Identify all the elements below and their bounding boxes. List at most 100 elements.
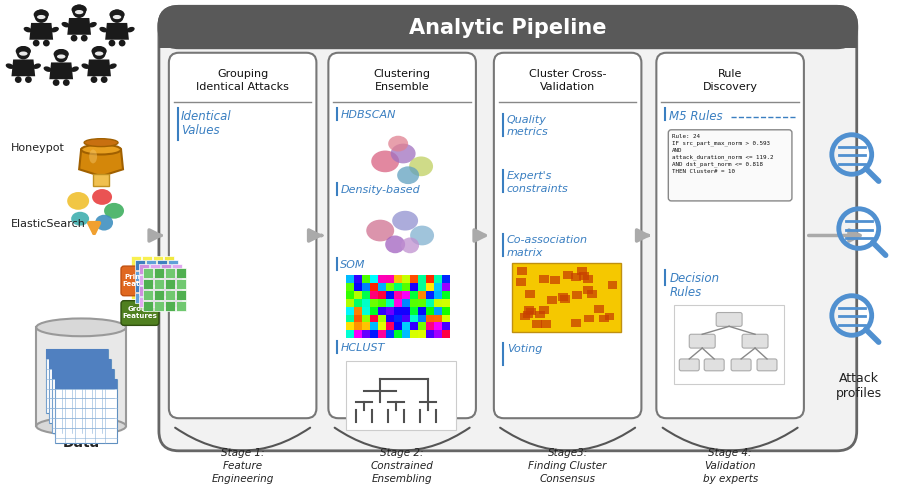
Bar: [146, 293, 156, 302]
Bar: [157, 293, 167, 302]
Bar: [346, 283, 354, 291]
Bar: [354, 314, 362, 322]
Bar: [370, 275, 379, 283]
Bar: [47, 349, 108, 413]
Bar: [562, 271, 572, 279]
Ellipse shape: [75, 10, 83, 14]
Bar: [379, 298, 387, 306]
FancyBboxPatch shape: [704, 359, 724, 371]
Bar: [168, 293, 178, 302]
Bar: [434, 322, 442, 330]
Bar: [426, 275, 434, 283]
Bar: [410, 330, 418, 338]
Bar: [135, 260, 145, 270]
Bar: [354, 291, 362, 298]
Bar: [379, 330, 387, 338]
Bar: [418, 275, 426, 283]
Text: HCLUST: HCLUST: [340, 343, 385, 353]
Ellipse shape: [397, 166, 419, 184]
Bar: [150, 286, 160, 296]
Bar: [146, 260, 156, 270]
Text: Stage3:
Finding Cluster
Consensus: Stage3: Finding Cluster Consensus: [528, 448, 606, 484]
Bar: [346, 322, 354, 330]
Text: Cluster Cross-
Validation: Cluster Cross- Validation: [529, 69, 606, 92]
Ellipse shape: [53, 79, 59, 86]
Ellipse shape: [89, 22, 97, 27]
Bar: [526, 307, 536, 315]
Bar: [442, 322, 450, 330]
Ellipse shape: [54, 49, 69, 59]
Ellipse shape: [15, 46, 31, 56]
Bar: [142, 278, 152, 288]
Bar: [402, 314, 410, 322]
Ellipse shape: [36, 417, 126, 435]
Bar: [142, 289, 152, 298]
Bar: [426, 283, 434, 291]
Bar: [150, 297, 160, 306]
Bar: [442, 314, 450, 322]
Ellipse shape: [392, 211, 418, 231]
Bar: [387, 314, 394, 322]
FancyBboxPatch shape: [689, 334, 715, 348]
Bar: [434, 283, 442, 291]
Bar: [362, 283, 370, 291]
Ellipse shape: [81, 145, 121, 154]
Bar: [402, 330, 410, 338]
Bar: [135, 293, 145, 302]
Ellipse shape: [104, 203, 124, 219]
Bar: [362, 298, 370, 306]
Bar: [131, 256, 141, 266]
Text: SOM: SOM: [340, 260, 366, 270]
Ellipse shape: [91, 46, 107, 56]
Bar: [135, 271, 145, 281]
Bar: [519, 312, 530, 320]
Ellipse shape: [388, 136, 408, 151]
Bar: [394, 306, 402, 314]
Ellipse shape: [91, 76, 98, 83]
Bar: [410, 306, 418, 314]
Ellipse shape: [118, 40, 126, 47]
Ellipse shape: [81, 35, 88, 42]
Ellipse shape: [36, 318, 126, 336]
Polygon shape: [87, 59, 111, 76]
Bar: [362, 322, 370, 330]
Bar: [426, 306, 434, 314]
Bar: [346, 330, 354, 338]
Bar: [370, 322, 379, 330]
FancyBboxPatch shape: [494, 53, 641, 418]
Bar: [142, 267, 152, 277]
Bar: [410, 275, 418, 283]
Bar: [157, 260, 167, 270]
Bar: [387, 306, 394, 314]
Bar: [418, 283, 426, 291]
Ellipse shape: [71, 66, 79, 72]
Bar: [418, 322, 426, 330]
Bar: [52, 369, 114, 379]
Bar: [402, 291, 410, 298]
Bar: [434, 314, 442, 322]
Circle shape: [34, 9, 48, 23]
Bar: [418, 306, 426, 314]
Bar: [410, 322, 418, 330]
Ellipse shape: [366, 220, 394, 242]
Bar: [410, 314, 418, 322]
Bar: [142, 256, 152, 266]
Bar: [143, 290, 152, 299]
Bar: [164, 278, 174, 288]
Bar: [394, 330, 402, 338]
FancyBboxPatch shape: [657, 53, 804, 418]
Bar: [402, 322, 410, 330]
Bar: [418, 298, 426, 306]
Ellipse shape: [391, 144, 415, 163]
Ellipse shape: [371, 150, 399, 172]
Ellipse shape: [33, 63, 41, 69]
Text: Grouping
Identical Attacks: Grouping Identical Attacks: [196, 69, 289, 92]
Bar: [143, 268, 152, 278]
Bar: [550, 276, 560, 284]
Bar: [607, 281, 617, 289]
Bar: [47, 349, 108, 359]
Bar: [402, 298, 410, 306]
Ellipse shape: [409, 156, 433, 176]
Bar: [139, 264, 149, 274]
Bar: [434, 291, 442, 298]
